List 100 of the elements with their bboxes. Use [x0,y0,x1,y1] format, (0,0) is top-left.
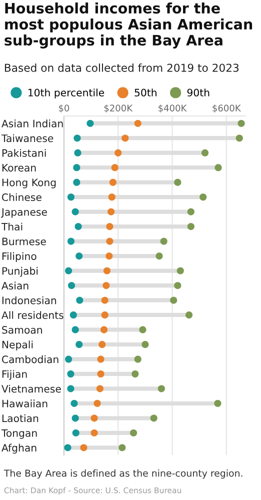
chart-subtitle: Based on data collected from 2019 to 2023 [4,64,239,72]
point [214,164,222,172]
point [76,296,84,304]
point [118,444,126,452]
legend-label: 90th [187,88,210,96]
point [156,252,163,260]
point [174,282,182,290]
point [67,370,74,378]
point [102,282,110,290]
x-tick-label: $600K [212,104,242,113]
y-tick-label: Asian [2,282,28,290]
point [72,326,79,334]
y-tick-label: Hawaiian [2,400,48,408]
point [108,194,116,201]
point [109,178,116,186]
legend-label: 50th [134,88,156,96]
point [73,178,80,186]
y-tick-label: Punjabi [2,266,38,277]
point [106,252,113,260]
point [150,414,158,422]
point [68,282,76,290]
point [101,296,108,304]
point [111,164,118,172]
x-tick-label: $0 [58,104,70,113]
point [97,370,104,378]
y-tick-label: Cambodian [2,355,58,364]
point [98,340,106,348]
point [187,208,194,216]
point [122,134,129,142]
y-tick-label: Samoan [2,326,42,334]
point [176,267,184,274]
y-tick-label: Taiwanese [1,134,54,142]
point [74,223,82,230]
point [100,326,108,334]
y-tick-label: Burmese [2,238,46,246]
point [76,252,83,260]
point [142,340,149,348]
point [214,400,222,407]
chart-title: Household incomes for the most populous Asian American sub-groups in the Bay Area [4,2,252,48]
y-tick-label: Vietnamese [2,384,61,393]
point [96,385,104,392]
point [67,385,74,392]
y-tick-label: Korean [2,164,36,172]
y-tick-label: Japanese [0,208,47,218]
point [86,120,94,127]
point [139,326,146,334]
point [90,414,98,422]
y-tick-label: Indonesian [2,296,56,304]
point [201,149,209,156]
point [187,223,194,230]
y-tick-label: Filipino [2,252,36,262]
point [174,178,182,186]
point [65,356,72,363]
point [170,296,178,304]
point [72,414,79,422]
y-tick-label: Hong Kong [2,178,56,188]
point [90,429,98,436]
x-tick-label: $400K [158,104,187,113]
y-tick-label: Tongan [1,429,37,439]
text: The Bay Area is defined as the nine-county region. [4,469,242,479]
point [74,134,81,142]
point [158,385,165,392]
legend-label: 10th percentile [28,88,104,98]
y-tick-label: All residents [2,311,64,319]
x-tick-label: $200K [104,104,133,113]
point [73,164,80,172]
point [114,149,122,156]
point [106,223,114,230]
point [106,238,114,245]
y-tick-label: Chinese [2,193,42,202]
point [94,400,101,407]
point [72,208,79,216]
y-tick-label: Pakistani [2,148,46,157]
y-tick-label: Asian Indian [2,120,63,128]
point [70,400,78,407]
point [134,356,142,363]
point [97,356,104,363]
point [72,429,80,436]
y-tick-label: Fijian [2,370,27,380]
point [132,370,139,378]
point [65,267,72,274]
y-tick-label: Laotian [2,414,38,422]
point [101,311,108,319]
point [67,238,75,245]
point [108,208,115,216]
point [74,149,82,156]
point [130,429,138,436]
point [200,194,207,201]
y-tick-label: Thai [1,222,22,231]
point [236,134,243,142]
point [70,311,77,319]
point [64,444,72,452]
point [80,444,88,452]
y-tick-label: Nepali [2,340,33,350]
point [67,194,75,201]
point [238,120,245,127]
y-tick-label: Afghan [2,444,36,454]
point [134,120,142,127]
point [185,311,193,319]
point [160,238,168,245]
